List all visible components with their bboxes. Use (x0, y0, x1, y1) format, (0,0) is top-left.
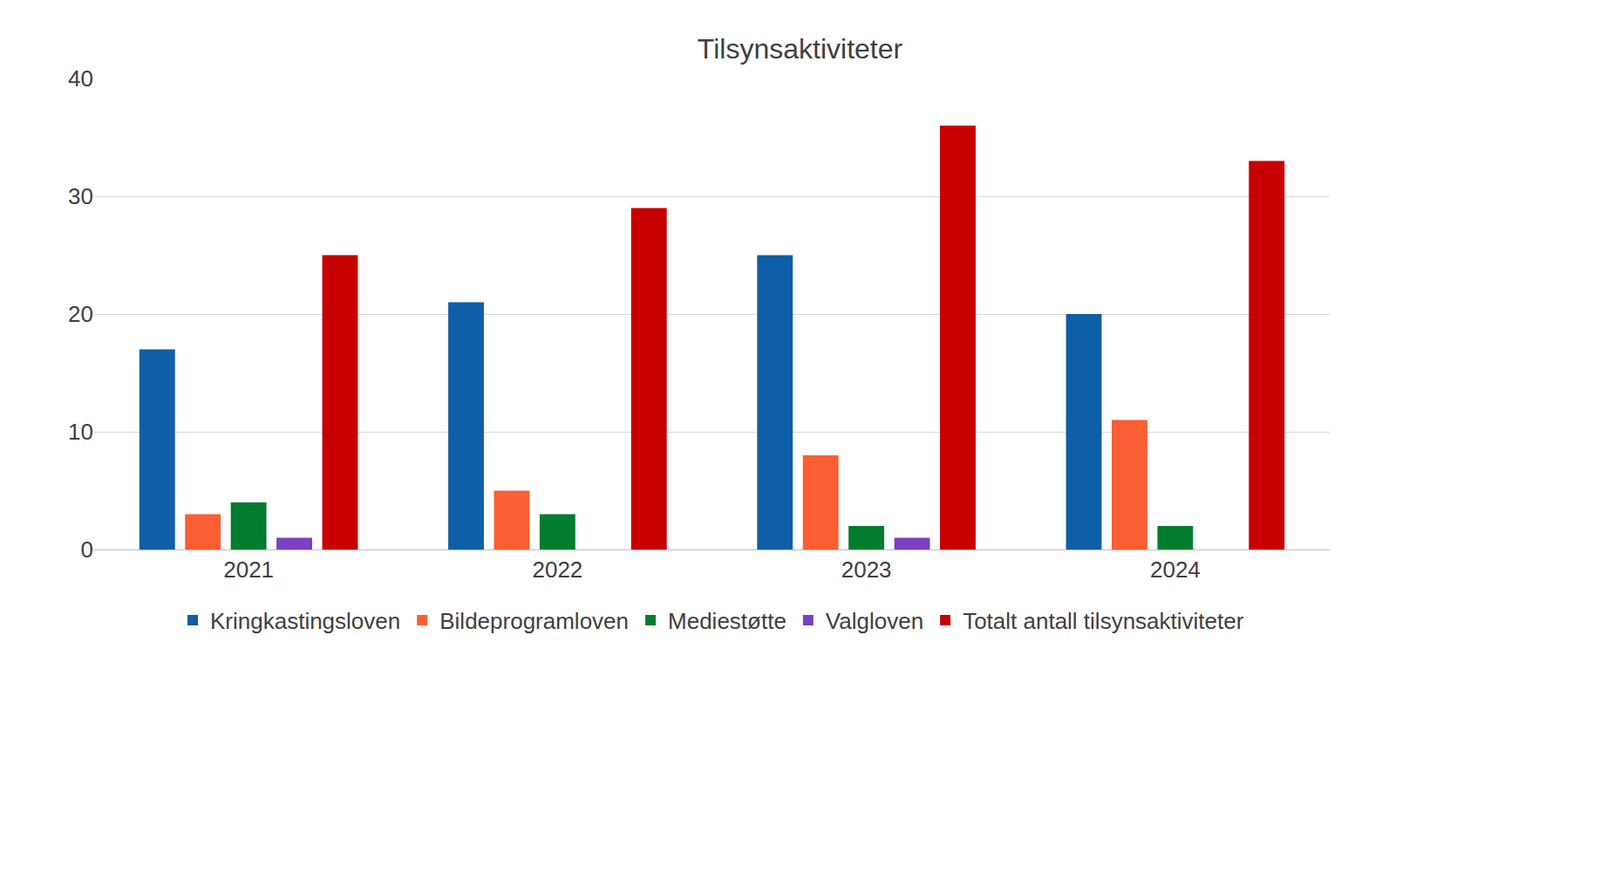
svg-text:Totalt antall tilsynsaktivitet: Totalt antall tilsynsaktiviteter (962, 607, 1245, 634)
svg-text:30: 30 (68, 183, 94, 210)
svg-text:Bildeprogramloven: Bildeprogramloven (439, 607, 629, 634)
svg-text:2021: 2021 (223, 556, 274, 583)
svg-text:10: 10 (68, 418, 94, 445)
svg-text:Kringkastingsloven: Kringkastingsloven (210, 607, 401, 634)
svg-text:Tilsynsaktiviteter: Tilsynsaktiviteter (697, 33, 904, 65)
svg-text:2022: 2022 (531, 556, 583, 583)
svg-text:40: 40 (68, 65, 94, 92)
svg-text:Mediestøtte: Mediestøtte (667, 607, 787, 634)
svg-text:Valgloven: Valgloven (825, 607, 924, 634)
svg-text:0: 0 (81, 536, 94, 563)
svg-text:2023: 2023 (841, 556, 892, 583)
svg-text:2024: 2024 (1150, 556, 1201, 583)
svg-text:20: 20 (68, 300, 94, 327)
